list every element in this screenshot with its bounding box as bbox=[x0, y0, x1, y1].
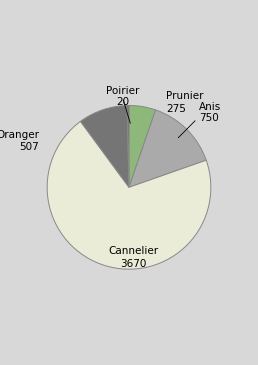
Text: 20: 20 bbox=[116, 97, 129, 107]
Text: 3670: 3670 bbox=[120, 258, 146, 269]
Wedge shape bbox=[129, 105, 156, 187]
Text: Cannelier: Cannelier bbox=[108, 246, 158, 256]
Text: Oranger: Oranger bbox=[0, 130, 39, 140]
Text: 275: 275 bbox=[166, 104, 186, 114]
Text: Prunier: Prunier bbox=[166, 91, 203, 101]
Wedge shape bbox=[127, 105, 129, 187]
Text: Poirier: Poirier bbox=[106, 86, 139, 96]
Text: Anis: Anis bbox=[199, 101, 222, 112]
Wedge shape bbox=[47, 122, 211, 269]
Text: 507: 507 bbox=[19, 142, 39, 152]
Wedge shape bbox=[80, 105, 129, 187]
Text: 750: 750 bbox=[199, 113, 219, 123]
Wedge shape bbox=[129, 110, 206, 187]
